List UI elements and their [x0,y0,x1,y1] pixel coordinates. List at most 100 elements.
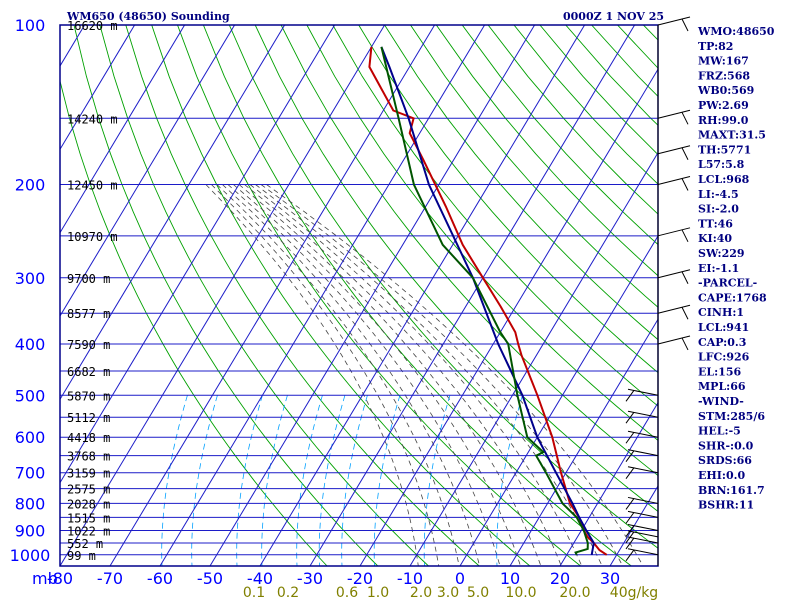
y-tick-label: 300 [15,269,46,288]
x-tick-label: -50 [197,569,223,588]
dry-adiabat-line [73,25,379,566]
dry-adiabat-line [254,25,658,512]
y-tick-label: 700 [15,464,46,483]
moist-adiabat-line [227,184,501,566]
isotherm-line [60,25,186,234]
wind-barb-flag [625,498,635,510]
height-label: 1515 m [67,511,110,525]
wind-barb-flag [681,271,689,284]
wind-barb-staff [657,269,691,279]
wind-barb-flag [681,147,689,160]
isotherm-line [60,25,336,484]
chart-grid [60,25,658,566]
wind-barb-staff [627,466,659,474]
x-tick-label: 10 [500,569,520,588]
index-value: WMO:48650 [697,25,775,38]
mixing-ratio-label: 0.2 [277,585,299,600]
index-value: BRN:161.7 [698,484,765,497]
mixing-ratio-line [161,395,188,566]
wind-barb-staff [627,536,659,544]
dry-adiabat-line [358,25,658,374]
index-value: -PARCEL- [698,277,757,290]
isotherm-line [259,25,586,566]
wind-barb-staff [627,548,659,556]
index-value: WB0:569 [697,84,754,97]
moist-adiabat-line [233,184,521,566]
sounding-line [380,46,589,556]
mixing-ratio-line [261,395,288,566]
moist-adiabat-line [255,184,603,566]
wind-barb-staff [627,388,659,396]
mixing-ratio-label: 3.0 [437,585,459,600]
index-value: STM:285/6 [698,410,765,423]
wind-barb-flag [625,390,635,402]
x-tick-label: -10 [397,569,423,588]
wind-barb-staff [627,496,659,504]
height-label: 10970 m [67,230,118,244]
index-value: EI:-1.1 [698,262,739,275]
mixing-ratio-label: 2.0 [410,585,432,600]
wind-barb-staff [627,449,659,457]
wind-barb-staff [657,16,691,26]
index-value: LI:-4.5 [698,188,739,201]
wind-barbs [625,16,691,566]
y-tick-label: 200 [15,175,46,194]
mixing-ratio-line [296,395,323,566]
wind-barb-flag [625,411,635,424]
y-tick-label: 900 [15,522,46,541]
index-value: CAPE:1768 [698,291,767,304]
wind-barb-staff [657,175,691,185]
wind-barb-flag [681,18,689,32]
height-label: 2575 m [67,483,110,497]
index-value: TT:46 [698,217,733,230]
isotherm-line [359,68,658,566]
dry-adiabat-line [435,25,658,277]
isotherm-line [209,25,536,566]
chart-time: 0000Z 1 NOV 25 [563,10,664,23]
height-label: 9700 m [67,272,110,286]
wind-barb-staff [657,304,691,314]
y-tick-label: 1000 [10,546,51,565]
dry-adiabat-line [384,25,658,341]
index-value: MAXT:31.5 [698,129,766,142]
wind-barb-flag [625,512,635,524]
height-label: 7590 m [67,338,110,352]
mixing-ratio-label: 5.0 [467,585,489,600]
wind-barb-staff [627,530,659,538]
isotherm-line [409,151,658,566]
mixing-ratio-label: 10.0 [505,585,536,600]
isotherm-line [559,401,658,566]
y-tick-label: 800 [15,494,46,513]
index-value: EHI:0.0 [698,469,745,482]
isotherm-line [60,25,236,317]
moist-adiabat-line [260,184,624,566]
y-tick-label: 500 [15,386,46,405]
height-label: 3768 m [67,450,110,464]
mixing-ratio-line [191,395,218,566]
y-tick-label: 400 [15,335,46,354]
x-tick-label: -60 [147,569,173,588]
wind-barb-flag [681,307,689,320]
index-value: EL:156 [698,365,741,378]
index-value: LCL:968 [698,173,750,186]
isotherm-line [459,235,658,566]
x-tick-label: -70 [97,569,123,588]
index-value: HEL:-5 [698,425,741,438]
dry-adiabat-line [410,25,658,308]
height-label: 552 m [67,537,103,551]
wind-barb-flag [625,549,635,562]
wind-barb-staff [657,335,691,345]
dry-adiabat-line [461,25,658,246]
moist-adiabat-line [211,184,440,566]
height-label: 16620 m [67,19,118,33]
index-value: KI:40 [698,232,732,245]
wind-barb-flag [681,112,689,125]
isotherm-line [309,25,636,566]
mixing-ratio-line [341,395,368,566]
x-tick-label: 0 [455,569,465,588]
moist-adiabat-line [216,184,460,566]
x-tick-label: -40 [247,569,273,588]
